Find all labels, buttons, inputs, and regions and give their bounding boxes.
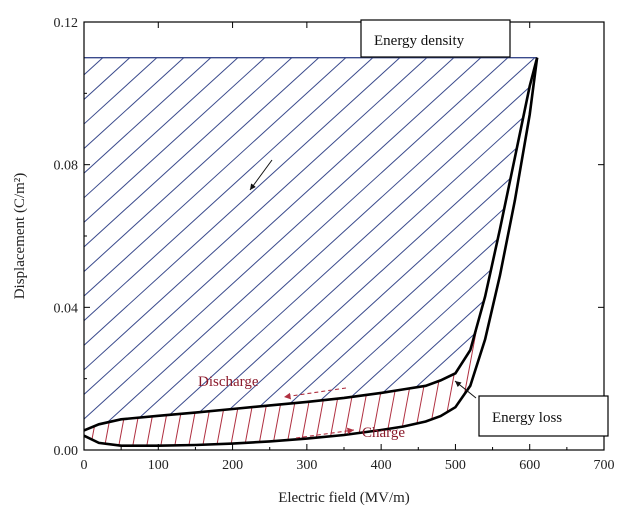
hatch-line bbox=[552, 22, 632, 450]
hatch-line bbox=[285, 57, 367, 446]
hatch-line bbox=[84, 57, 538, 431]
hatch-line bbox=[453, 57, 535, 446]
charge-curve bbox=[83, 57, 539, 447]
hatch-line bbox=[84, 57, 115, 446]
charge-arrow bbox=[295, 427, 355, 439]
hatch-line bbox=[538, 22, 618, 450]
hatch-line bbox=[157, 57, 538, 431]
hatch-line bbox=[608, 22, 634, 450]
y-tick-label: 0.12 bbox=[54, 16, 79, 31]
hatch-line bbox=[84, 57, 170, 431]
hatch-line bbox=[84, 57, 440, 431]
hatch-line bbox=[346, 57, 538, 431]
hatch-line bbox=[184, 57, 538, 431]
hatch-line bbox=[84, 57, 494, 431]
hatch-line bbox=[0, 22, 58, 450]
energy-density-box bbox=[360, 19, 511, 58]
hatch-line bbox=[84, 57, 305, 431]
discharge-label: Discharge bbox=[198, 374, 259, 390]
axis-ticks: 0 100 200 300 400 500 600 700 0.00 0.04 0.08 0.12 bbox=[54, 16, 615, 473]
hatch-line bbox=[523, 57, 538, 446]
x-tick-label: 200 bbox=[222, 458, 243, 473]
hatch-line bbox=[84, 57, 521, 431]
hatch-line bbox=[84, 57, 278, 431]
x-tick-label: 300 bbox=[296, 458, 317, 473]
hatch-line bbox=[211, 57, 538, 431]
y-tick-label: 0.08 bbox=[54, 159, 79, 174]
hatch-line bbox=[84, 57, 197, 431]
charge-annotation: Charge bbox=[295, 425, 405, 441]
x-tick-label: 500 bbox=[445, 458, 466, 473]
hatch-line bbox=[590, 22, 634, 450]
hatch-line bbox=[580, 22, 634, 450]
energy-loss-label: Energy loss bbox=[492, 410, 562, 426]
energy-density-label: Energy density bbox=[374, 33, 465, 49]
energy-density-annotation: Energy density bbox=[249, 19, 511, 191]
x-tick-label: 100 bbox=[148, 458, 169, 473]
x-tick-label: 700 bbox=[594, 458, 615, 473]
energy-loss-arrow bbox=[454, 380, 477, 399]
hatch-line bbox=[0, 22, 72, 450]
energy-loss-box bbox=[478, 395, 609, 437]
x-axis-title: Electric field (MV/m) bbox=[278, 490, 410, 506]
x-tick-label: 0 bbox=[81, 458, 88, 473]
y-tick-label: 0.04 bbox=[54, 301, 79, 316]
energy-loss-hatch bbox=[0, 22, 634, 450]
x-tick-label: 400 bbox=[371, 458, 392, 473]
hatch-line bbox=[84, 57, 251, 431]
hatch-line bbox=[508, 57, 538, 431]
hatch-line bbox=[0, 22, 2, 450]
hatch-line bbox=[594, 22, 634, 450]
hatch-line bbox=[103, 57, 185, 446]
hatch-line bbox=[84, 57, 332, 431]
hatch-line bbox=[622, 22, 634, 450]
hatch-line bbox=[292, 57, 538, 431]
hatch-line bbox=[509, 57, 538, 446]
hatch-line bbox=[535, 57, 538, 431]
hatch-line bbox=[84, 57, 143, 446]
hatch-line bbox=[117, 57, 199, 446]
plot-frame bbox=[83, 21, 605, 451]
hatch-line bbox=[84, 57, 101, 446]
hatch-line bbox=[319, 57, 538, 431]
y-axis-title: Displacement (C/m²) bbox=[12, 173, 28, 300]
hatch-line bbox=[84, 57, 359, 431]
hatch-line bbox=[84, 57, 224, 431]
hatch-line bbox=[84, 57, 386, 431]
hatch-line bbox=[563, 22, 634, 450]
hatch-line bbox=[0, 22, 61, 450]
hatch-line bbox=[238, 57, 538, 431]
energy-density-hatch bbox=[0, 22, 634, 450]
discharge-curve bbox=[83, 57, 539, 432]
discharge-arrow bbox=[283, 387, 347, 400]
discharge-annotation: Discharge bbox=[198, 374, 347, 400]
hatch-line bbox=[257, 57, 339, 446]
hatch-line bbox=[84, 57, 467, 431]
hatch-line bbox=[566, 22, 634, 450]
hatch-line bbox=[130, 57, 538, 431]
y-tick-label: 0.00 bbox=[54, 444, 79, 459]
hatch-line bbox=[481, 57, 538, 446]
hatch-line bbox=[617, 22, 634, 450]
hatch-line bbox=[84, 57, 129, 446]
hatch-line bbox=[341, 57, 423, 446]
hatch-line bbox=[84, 57, 413, 431]
energy-density-arrow bbox=[249, 159, 273, 191]
hatch-line bbox=[89, 57, 171, 446]
charge-label: Charge bbox=[362, 425, 405, 441]
hatch-line bbox=[84, 57, 157, 446]
x-tick-label: 600 bbox=[519, 458, 540, 473]
hatch-line bbox=[313, 57, 395, 446]
energy-loss-annotation: Energy loss bbox=[454, 380, 609, 437]
hatch-line bbox=[481, 57, 538, 431]
hatch-line bbox=[103, 57, 538, 431]
hatch-line bbox=[400, 57, 538, 431]
hatch-line bbox=[454, 57, 538, 431]
